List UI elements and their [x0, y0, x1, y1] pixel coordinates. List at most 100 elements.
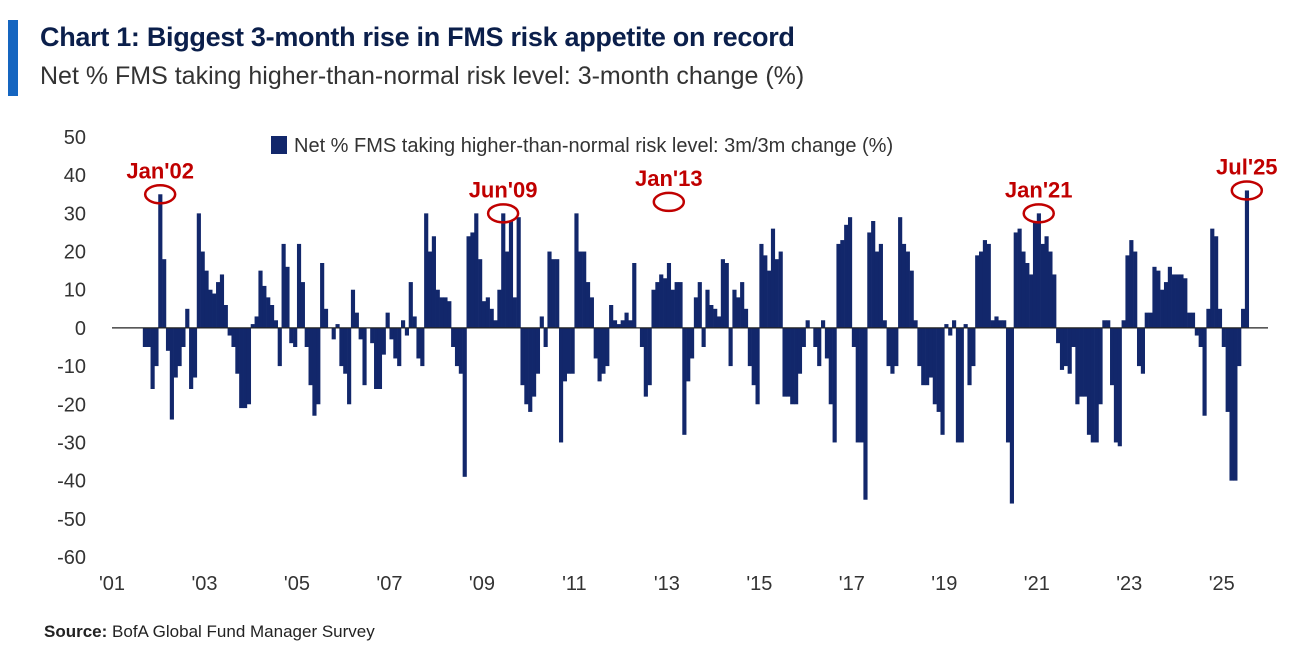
bar: [1121, 320, 1126, 328]
x-tick-label: '03: [191, 573, 217, 595]
bar: [173, 327, 178, 378]
bar: [200, 251, 205, 328]
bar: [794, 327, 799, 405]
bar: [975, 255, 980, 328]
bar: [743, 308, 749, 328]
bar: [512, 297, 517, 328]
bar: [639, 327, 645, 347]
bar: [424, 213, 429, 328]
source-note: Source: BofA Global Fund Manager Survey: [44, 622, 375, 642]
bar: [821, 320, 826, 328]
bar: [736, 297, 741, 328]
bar: [678, 282, 683, 328]
bar: [555, 259, 560, 328]
bar: [967, 327, 972, 386]
bar: [1002, 320, 1007, 328]
bar: [277, 327, 282, 367]
x-tick-label: '17: [839, 573, 865, 595]
bar: [755, 327, 760, 405]
bar: [982, 240, 988, 328]
bar: [859, 327, 864, 443]
bar: [281, 243, 286, 328]
annotation-circle: [652, 191, 686, 213]
bar: [397, 327, 402, 367]
bar: [501, 213, 506, 328]
bar: [169, 327, 174, 420]
bar: [998, 320, 1003, 328]
bar: [740, 282, 745, 328]
bar: [1048, 251, 1053, 328]
bar: [651, 289, 656, 328]
bar: [454, 327, 460, 367]
bar: [1241, 308, 1246, 328]
bar: [759, 243, 764, 328]
bar: [189, 327, 194, 389]
bar: [1044, 236, 1049, 328]
bar: [585, 282, 591, 328]
bar: [1136, 327, 1142, 367]
bar: [528, 327, 533, 412]
bar: [763, 255, 768, 328]
bar: [1017, 228, 1022, 328]
bar: [686, 327, 691, 382]
bar: [1079, 327, 1084, 397]
bar: [439, 297, 444, 328]
bar: [358, 327, 363, 340]
annotation-circle: [486, 203, 520, 224]
bar: [1175, 274, 1180, 328]
bar: [1106, 320, 1111, 328]
bar: [1194, 327, 1199, 336]
annotation-label: Jul'25: [1216, 154, 1278, 179]
y-tick-label: -30: [57, 432, 86, 454]
bar: [401, 320, 406, 328]
bar: [1059, 327, 1065, 370]
bar: [269, 305, 275, 328]
bar: [254, 316, 259, 328]
bar: [377, 327, 383, 389]
bar: [208, 289, 213, 328]
bar: [470, 232, 475, 328]
bar: [539, 316, 544, 328]
bar: [713, 308, 718, 328]
bar: [404, 327, 410, 336]
bar: [813, 327, 818, 347]
bar: [1210, 228, 1215, 328]
bar: [955, 327, 961, 443]
y-tick-label: 30: [64, 203, 86, 225]
bar: [832, 327, 837, 443]
bar: [612, 320, 618, 328]
annotation-label: Jan'21: [1005, 177, 1073, 202]
bar: [239, 327, 244, 409]
bar: [582, 251, 587, 328]
bar: [478, 259, 483, 328]
bar: [936, 327, 941, 412]
bar: [616, 324, 621, 328]
bar: [693, 297, 699, 328]
x-tick-label: '01: [99, 573, 125, 595]
bar: [1183, 278, 1188, 328]
chart-title: Chart 1: Biggest 3-month rise in FMS ris…: [40, 22, 795, 52]
bar: [767, 270, 772, 328]
bar: [1117, 327, 1122, 447]
bar: [928, 327, 934, 378]
bar: [1021, 251, 1026, 328]
bar: [485, 297, 490, 328]
x-tick-label: '05: [284, 573, 310, 595]
bar: [663, 278, 668, 328]
bar-chart: 50 40 30 20 10 0 -10 -20 -30 -40 -50 -60 '01 '03 '05 '0…: [57, 127, 1278, 595]
bar: [840, 240, 845, 328]
annotation-label: Jan'13: [635, 166, 703, 191]
bar: [1214, 236, 1219, 328]
x-tick-label: '07: [376, 573, 402, 595]
bar: [705, 289, 710, 328]
bar: [1075, 327, 1080, 405]
y-tick-label: 40: [64, 165, 86, 187]
annotation-label: Jun'09: [469, 177, 538, 202]
bar: [447, 301, 452, 328]
bar: [917, 327, 922, 367]
bar: [905, 251, 910, 328]
bar: [701, 327, 706, 347]
bar: [751, 327, 756, 386]
bar: [1160, 289, 1165, 328]
bar: [1152, 266, 1157, 328]
